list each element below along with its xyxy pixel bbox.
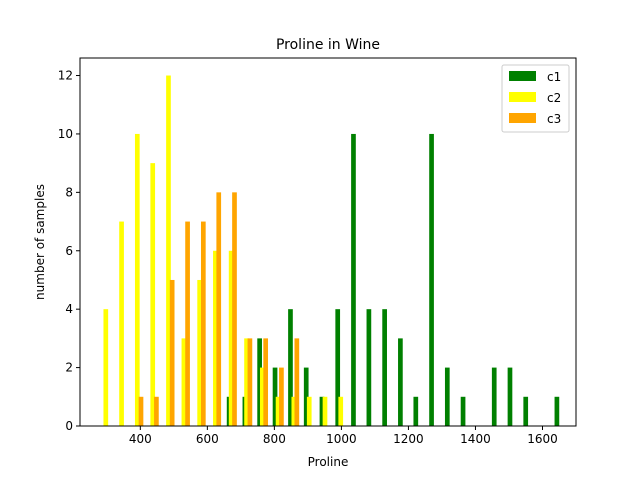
legend-swatch-c3 bbox=[509, 113, 536, 123]
x-tick-label: 800 bbox=[263, 432, 286, 446]
bars-layer bbox=[103, 75, 560, 427]
plot-frame bbox=[79, 57, 577, 427]
x-tick-label: 1000 bbox=[326, 432, 357, 446]
bar-c1-15 bbox=[460, 396, 466, 426]
bar-c1-16 bbox=[491, 367, 497, 426]
y-tick-label: 4 bbox=[65, 302, 73, 316]
bar-c1-19 bbox=[554, 396, 560, 426]
bar-c1-9 bbox=[366, 309, 372, 426]
bar-c1-13 bbox=[429, 133, 434, 426]
legend: c1 c2 c3 bbox=[501, 64, 570, 133]
y-tick-label: 12 bbox=[58, 69, 73, 83]
bar-c2-5 bbox=[181, 338, 187, 426]
bar-c2-12 bbox=[291, 396, 297, 426]
bar-c3-9 bbox=[279, 367, 284, 426]
bar-c3-5 bbox=[216, 192, 222, 426]
y-tick-label: 0 bbox=[65, 419, 73, 433]
bar-c1-10 bbox=[382, 309, 387, 426]
y-tick-label: 10 bbox=[58, 127, 73, 141]
chart-title: Proline in Wine bbox=[276, 37, 380, 53]
bar-c2-7 bbox=[213, 250, 218, 426]
bar-c3-10 bbox=[294, 338, 300, 426]
x-tick-label: 1400 bbox=[460, 432, 491, 446]
bar-c3-0 bbox=[138, 396, 144, 426]
legend-swatch-c2 bbox=[509, 92, 536, 102]
bar-c3-7 bbox=[247, 338, 253, 426]
x-tick-label: 1200 bbox=[393, 432, 424, 446]
bar-c1-3 bbox=[272, 367, 278, 426]
bar-c2-8 bbox=[228, 250, 234, 426]
bar-c2-14 bbox=[322, 396, 328, 426]
bar-c1-18 bbox=[523, 396, 529, 426]
bar-c1-4 bbox=[288, 309, 293, 426]
bar-c2-9 bbox=[244, 338, 249, 426]
bar-c2-2 bbox=[134, 133, 140, 426]
y-axis-ticks: 0 2 4 6 8 10 12 bbox=[58, 69, 80, 433]
bar-c1-12 bbox=[413, 396, 419, 426]
legend-label-c3: c3 bbox=[547, 112, 561, 126]
x-axis-ticks: 400 600 800 1000 1200 1400 1600 bbox=[129, 426, 558, 446]
bar-c3-4 bbox=[200, 221, 206, 426]
bar-c3-3 bbox=[185, 221, 190, 426]
bar-c3-1 bbox=[154, 396, 159, 426]
bar-c2-11 bbox=[275, 396, 281, 426]
x-tick-label: 400 bbox=[129, 432, 152, 446]
bar-c1-14 bbox=[444, 367, 450, 426]
bar-c3-8 bbox=[263, 338, 269, 426]
legend-label-c1: c1 bbox=[547, 70, 561, 84]
y-axis-label: number of samples bbox=[33, 184, 47, 300]
x-tick-label: 600 bbox=[196, 432, 219, 446]
bar-c1-11 bbox=[398, 338, 403, 426]
bar-c2-0 bbox=[103, 309, 109, 426]
bar-c3-6 bbox=[232, 192, 237, 426]
x-tick-label: 1600 bbox=[527, 432, 558, 446]
x-axis-label: Proline bbox=[308, 455, 349, 469]
bar-c2-6 bbox=[197, 279, 202, 426]
y-tick-label: 2 bbox=[65, 361, 73, 375]
bar-c2-10 bbox=[259, 367, 265, 426]
bar-c2-3 bbox=[150, 163, 156, 426]
bar-c2-1 bbox=[119, 221, 124, 426]
bar-c3-2 bbox=[169, 279, 175, 426]
bar-c1-6 bbox=[319, 396, 325, 426]
bar-c1-8 bbox=[351, 133, 356, 426]
legend-label-c2: c2 bbox=[547, 91, 561, 105]
bar-c2-4 bbox=[166, 75, 171, 427]
bar-c2-15 bbox=[338, 396, 344, 426]
y-tick-label: 6 bbox=[65, 244, 73, 258]
bar-c1-17 bbox=[507, 367, 513, 426]
y-tick-label: 8 bbox=[65, 185, 73, 199]
legend-swatch-c1 bbox=[509, 71, 536, 81]
bar-c1-7 bbox=[335, 309, 341, 426]
bar-c1-5 bbox=[303, 367, 309, 426]
bar-c2-13 bbox=[306, 396, 312, 426]
bar-c1-2 bbox=[257, 338, 262, 426]
